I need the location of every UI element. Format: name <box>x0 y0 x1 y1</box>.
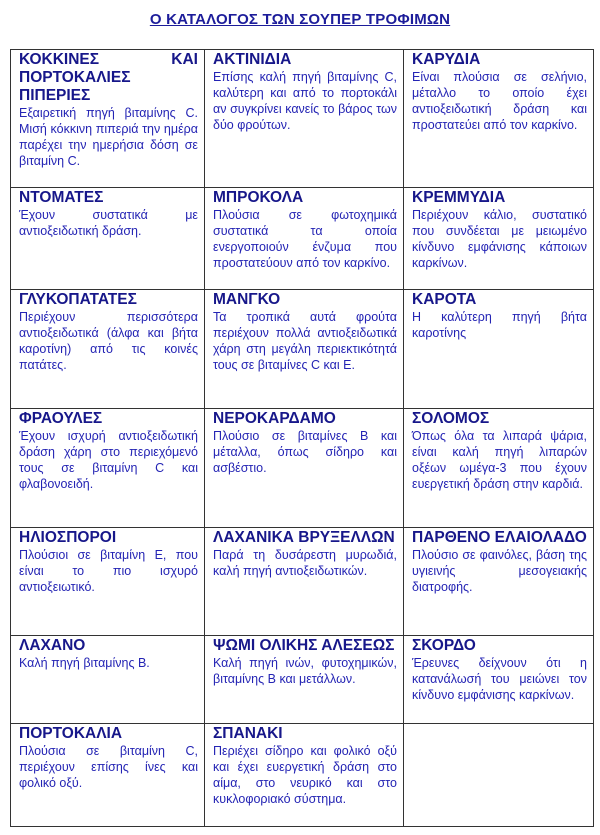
food-cell: ΨΩΜΙ ΟΛΙΚΗΣ ΑΛΕΣΕΩΣ Καλή πηγή ινών, φυτοχ… <box>204 635 404 724</box>
food-name: ΜΑΝΓΚΟ <box>213 291 281 308</box>
food-description: Όπως όλα τα λιπαρά ψάρια, είναι καλή πηγ… <box>412 429 587 491</box>
food-description: Έχουν ισχυρή αντιοξειδωτική δράση χάρη σ… <box>19 429 198 491</box>
food-cell: ΜΑΝΓΚΟ Τα τροπικά αυτά φρούτα περιέχουν π… <box>204 289 404 409</box>
food-name: ΠΟΡΤΟΚΑΛΙΑ <box>19 725 123 742</box>
table-row: ΗΛΙΟΣΠΟΡΟΙ Πλούσιοι σε βιταμίνη Ε, που εί… <box>10 527 594 636</box>
food-cell: ΛΑΧΑΝΙΚΑ ΒΡΥΞΕΛΛΩΝ Παρά τη δυσάρεστη μυρω… <box>204 527 404 636</box>
food-name: ΚΟΚΚΙΝΕΣ ΚΑΙ ΠΟΡΤΟΚΑΛΙΕΣ ΠΙΠΕΡΙΕΣ <box>19 51 198 104</box>
food-description: Καλή πηγή βιταμίνης Β. <box>19 656 150 670</box>
food-description: Παρά τη δυσάρεστη μυρωδιά, καλή πηγή αντ… <box>213 548 397 578</box>
food-cell: ΠΟΡΤΟΚΑΛΙΑ Πλούσια σε βιταμίνη C, περιέχο… <box>10 723 205 827</box>
table-row: ΝΤΟΜΑΤΕΣ Έχουν συστατικά με αντιοξειδωτικ… <box>10 187 594 290</box>
food-cell: ΚΑΡΥΔΙΑ Είναι πλούσια σε σελήνιο, μέταλλο… <box>403 49 594 188</box>
food-name: ΣΟΛΟΜΟΣ <box>412 410 490 427</box>
food-name: ΑΚΤΙΝΙΔΙΑ <box>213 51 292 68</box>
food-description: Είναι πλούσια σε σελήνιο, μέταλλο το οπο… <box>412 70 587 132</box>
food-name: ΝΤΟΜΑΤΕΣ <box>19 189 104 206</box>
food-name: ΠΑΡΘΕΝΟ ΕΛΑΙΟΛΑΔΟ <box>412 529 587 546</box>
food-name: ΛΑΧΑΝΟ <box>19 637 86 654</box>
food-description: Πλούσια σε βιταμίνη C, περιέχουν επίσης … <box>19 744 198 790</box>
food-cell: ΚΟΚΚΙΝΕΣ ΚΑΙ ΠΟΡΤΟΚΑΛΙΕΣ ΠΙΠΕΡΙΕΣ Εξαιρετ… <box>10 49 205 188</box>
food-description: Πλούσιοι σε βιταμίνη Ε, που είναι το πιο… <box>19 548 198 594</box>
food-name: ΜΠΡΟΚΟΛΑ <box>213 189 304 206</box>
food-cell: ΚΡΕΜΜΥΔΙΑ Περιέχουν κάλιο, συστατικό που … <box>403 187 594 290</box>
table-row: ΚΟΚΚΙΝΕΣ ΚΑΙ ΠΟΡΤΟΚΑΛΙΕΣ ΠΙΠΕΡΙΕΣ Εξαιρετ… <box>10 49 594 188</box>
food-description: Τα τροπικά αυτά φρούτα περιέχουν πολλά α… <box>213 310 397 372</box>
superfoods-table: ΚΟΚΚΙΝΕΣ ΚΑΙ ΠΟΡΤΟΚΑΛΙΕΣ ΠΙΠΕΡΙΕΣ Εξαιρετ… <box>10 49 594 827</box>
food-name: ΚΑΡΥΔΙΑ <box>412 51 481 68</box>
food-description: Η καλύτερη πηγή βήτα καροτίνης <box>412 310 587 340</box>
food-description: Καλή πηγή ινών, φυτοχημικών, βιταμίνης Β… <box>213 656 397 686</box>
food-description: Έχουν συστατικά με αντιοξειδωτική δράση. <box>19 208 198 238</box>
food-description: Πλούσια σε φωτοχημικά συστατικά τα οποία… <box>213 208 397 270</box>
food-description: Περιέχει σίδηρο και φολικό οξύ και έχει … <box>213 744 397 806</box>
food-name: ΨΩΜΙ ΟΛΙΚΗΣ ΑΛΕΣΕΩΣ <box>213 637 395 654</box>
page-title: Ο ΚΑΤΑΛΟΓΟΣ ΤΩΝ ΣΟΥΠΕΡ ΤΡΟΦΙΜΩΝ <box>149 11 451 28</box>
food-name: ΚΡΕΜΜΥΔΙΑ <box>412 189 506 206</box>
food-description: Πλούσιο σε φαινόλες, βάση της υγιεινής μ… <box>412 548 587 594</box>
food-cell: ΣΠΑΝΑΚΙ Περιέχει σίδηρο και φολικό οξύ κα… <box>204 723 404 827</box>
food-name: ΚΑΡΟΤΑ <box>412 291 477 308</box>
food-cell: ΣΟΛΟΜΟΣ Όπως όλα τα λιπαρά ψάρια, είναι κ… <box>403 408 594 528</box>
table-row: ΓΛΥΚΟΠΑΤΑΤΕΣ Περιέχουν περισσότερα αντιοξ… <box>10 289 594 409</box>
food-name: ΣΠΑΝΑΚΙ <box>213 725 283 742</box>
food-cell: ΠΑΡΘΕΝΟ ΕΛΑΙΟΛΑΔΟ Πλούσιο σε φαινόλες, βά… <box>403 527 594 636</box>
food-description: Περιέχουν περισσότερα αντιοξειδωτικά (άλ… <box>19 310 198 372</box>
food-cell: ΛΑΧΑΝΟ Καλή πηγή βιταμίνης Β. <box>10 635 205 724</box>
table-row: ΦΡΑΟΥΛΕΣ Έχουν ισχυρή αντιοξειδωτική δράσ… <box>10 408 594 528</box>
food-cell: ΗΛΙΟΣΠΟΡΟΙ Πλούσιοι σε βιταμίνη Ε, που εί… <box>10 527 205 636</box>
food-name: ΛΑΧΑΝΙΚΑ ΒΡΥΞΕΛΛΩΝ <box>213 529 395 546</box>
food-cell <box>403 723 594 827</box>
food-description: Περιέχουν κάλιο, συστατικό που συνδέεται… <box>412 208 587 270</box>
food-cell: ΓΛΥΚΟΠΑΤΑΤΕΣ Περιέχουν περισσότερα αντιοξ… <box>10 289 205 409</box>
food-description: Έρευνες δείχνουν ότι η κατανάλωσή του με… <box>412 656 587 702</box>
food-description: Πλούσιο σε βιταμίνες Β και μέταλλα, όπως… <box>213 429 397 475</box>
food-name: ΓΛΥΚΟΠΑΤΑΤΕΣ <box>19 291 137 308</box>
food-cell: ΜΠΡΟΚΟΛΑ Πλούσια σε φωτοχημικά συστατικά … <box>204 187 404 290</box>
food-cell: ΚΑΡΟΤΑ Η καλύτερη πηγή βήτα καροτίνης <box>403 289 594 409</box>
food-cell: ΝΕΡΟΚΑΡΔΑΜΟ Πλούσιο σε βιταμίνες Β και μέ… <box>204 408 404 528</box>
food-cell: ΦΡΑΟΥΛΕΣ Έχουν ισχυρή αντιοξειδωτική δράσ… <box>10 408 205 528</box>
food-cell: ΝΤΟΜΑΤΕΣ Έχουν συστατικά με αντιοξειδωτικ… <box>10 187 205 290</box>
food-name: ΣΚΟΡΔΟ <box>412 637 476 654</box>
table-row: ΛΑΧΑΝΟ Καλή πηγή βιταμίνης Β. ΨΩΜΙ ΟΛΙΚΗΣ … <box>10 635 594 724</box>
food-name: ΦΡΑΟΥΛΕΣ <box>19 410 103 427</box>
food-description: Εξαιρετική πηγή βιταμίνης C. Μισή κόκκιν… <box>19 106 198 168</box>
food-cell: ΣΚΟΡΔΟ Έρευνες δείχνουν ότι η κατανάλωσή … <box>403 635 594 724</box>
food-description: Επίσης καλή πηγή βιταμίνης C, καλύτερη κ… <box>213 70 397 132</box>
food-name: ΗΛΙΟΣΠΟΡΟΙ <box>19 529 117 546</box>
table-row: ΠΟΡΤΟΚΑΛΙΑ Πλούσια σε βιταμίνη C, περιέχο… <box>10 723 594 827</box>
food-name: ΝΕΡΟΚΑΡΔΑΜΟ <box>213 410 336 427</box>
food-cell: ΑΚΤΙΝΙΔΙΑ Επίσης καλή πηγή βιταμίνης C, κ… <box>204 49 404 188</box>
